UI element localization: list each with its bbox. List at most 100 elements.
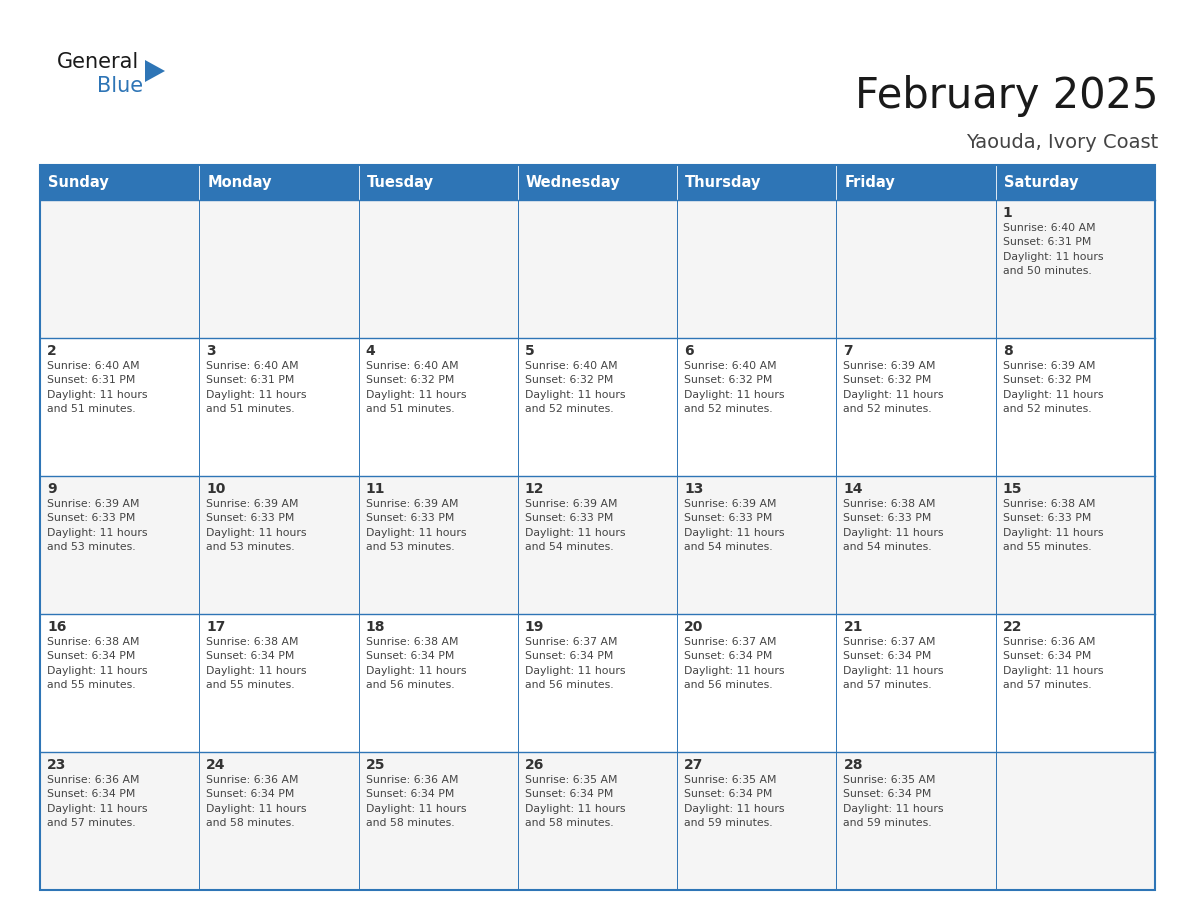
Text: 17: 17 — [207, 620, 226, 634]
Polygon shape — [145, 60, 165, 82]
Bar — [200, 752, 359, 890]
Text: Thursday: Thursday — [685, 175, 762, 190]
Text: Sunrise: 6:37 AM
Sunset: 6:34 PM
Daylight: 11 hours
and 56 minutes.: Sunrise: 6:37 AM Sunset: 6:34 PM Dayligh… — [684, 637, 784, 690]
Text: Sunrise: 6:39 AM
Sunset: 6:33 PM
Daylight: 11 hours
and 54 minutes.: Sunrise: 6:39 AM Sunset: 6:33 PM Dayligh… — [525, 499, 625, 553]
Text: Sunrise: 6:39 AM
Sunset: 6:33 PM
Daylight: 11 hours
and 54 minutes.: Sunrise: 6:39 AM Sunset: 6:33 PM Dayligh… — [684, 499, 784, 553]
Text: Yaouda, Ivory Coast: Yaouda, Ivory Coast — [966, 133, 1158, 151]
Text: 12: 12 — [525, 482, 544, 496]
Bar — [518, 614, 677, 752]
Text: Sunrise: 6:36 AM
Sunset: 6:34 PM
Daylight: 11 hours
and 57 minutes.: Sunrise: 6:36 AM Sunset: 6:34 PM Dayligh… — [1003, 637, 1104, 690]
Text: 26: 26 — [525, 758, 544, 772]
Text: 18: 18 — [366, 620, 385, 634]
Bar — [40, 752, 200, 890]
Bar — [359, 752, 518, 890]
Bar — [40, 165, 200, 200]
Bar — [40, 338, 200, 476]
Text: Sunrise: 6:38 AM
Sunset: 6:34 PM
Daylight: 11 hours
and 56 minutes.: Sunrise: 6:38 AM Sunset: 6:34 PM Dayligh… — [366, 637, 466, 690]
Bar — [996, 614, 1155, 752]
Bar — [359, 476, 518, 614]
Bar — [677, 752, 836, 890]
Text: Sunrise: 6:39 AM
Sunset: 6:33 PM
Daylight: 11 hours
and 53 minutes.: Sunrise: 6:39 AM Sunset: 6:33 PM Dayligh… — [207, 499, 307, 553]
Text: Sunrise: 6:40 AM
Sunset: 6:31 PM
Daylight: 11 hours
and 51 minutes.: Sunrise: 6:40 AM Sunset: 6:31 PM Dayligh… — [48, 361, 147, 414]
Text: 14: 14 — [843, 482, 862, 496]
Bar — [996, 338, 1155, 476]
Text: 4: 4 — [366, 344, 375, 358]
Bar — [836, 476, 996, 614]
Text: 7: 7 — [843, 344, 853, 358]
Bar — [996, 165, 1155, 200]
Bar — [40, 165, 1155, 890]
Text: Sunrise: 6:37 AM
Sunset: 6:34 PM
Daylight: 11 hours
and 57 minutes.: Sunrise: 6:37 AM Sunset: 6:34 PM Dayligh… — [843, 637, 944, 690]
Text: 19: 19 — [525, 620, 544, 634]
Bar — [359, 200, 518, 338]
Bar — [836, 165, 996, 200]
Text: Sunrise: 6:35 AM
Sunset: 6:34 PM
Daylight: 11 hours
and 59 minutes.: Sunrise: 6:35 AM Sunset: 6:34 PM Dayligh… — [843, 775, 944, 828]
Bar — [836, 338, 996, 476]
Text: Blue: Blue — [97, 76, 143, 96]
Text: 1: 1 — [1003, 206, 1012, 220]
Bar — [518, 476, 677, 614]
Bar — [996, 752, 1155, 890]
Bar — [677, 165, 836, 200]
Text: General: General — [57, 52, 139, 72]
Text: Sunrise: 6:35 AM
Sunset: 6:34 PM
Daylight: 11 hours
and 58 minutes.: Sunrise: 6:35 AM Sunset: 6:34 PM Dayligh… — [525, 775, 625, 828]
Text: Sunrise: 6:38 AM
Sunset: 6:33 PM
Daylight: 11 hours
and 54 minutes.: Sunrise: 6:38 AM Sunset: 6:33 PM Dayligh… — [843, 499, 944, 553]
Text: Sunrise: 6:39 AM
Sunset: 6:32 PM
Daylight: 11 hours
and 52 minutes.: Sunrise: 6:39 AM Sunset: 6:32 PM Dayligh… — [843, 361, 944, 414]
Bar — [677, 614, 836, 752]
Text: Sunrise: 6:39 AM
Sunset: 6:33 PM
Daylight: 11 hours
and 53 minutes.: Sunrise: 6:39 AM Sunset: 6:33 PM Dayligh… — [48, 499, 147, 553]
Text: Sunrise: 6:39 AM
Sunset: 6:32 PM
Daylight: 11 hours
and 52 minutes.: Sunrise: 6:39 AM Sunset: 6:32 PM Dayligh… — [1003, 361, 1104, 414]
Text: 16: 16 — [48, 620, 67, 634]
Bar — [200, 200, 359, 338]
Text: 21: 21 — [843, 620, 862, 634]
Bar — [200, 476, 359, 614]
Text: Sunrise: 6:38 AM
Sunset: 6:33 PM
Daylight: 11 hours
and 55 minutes.: Sunrise: 6:38 AM Sunset: 6:33 PM Dayligh… — [1003, 499, 1104, 553]
Bar — [836, 200, 996, 338]
Text: 27: 27 — [684, 758, 703, 772]
Text: 20: 20 — [684, 620, 703, 634]
Text: Monday: Monday — [207, 175, 272, 190]
Text: 22: 22 — [1003, 620, 1022, 634]
Bar — [359, 614, 518, 752]
Text: Sunrise: 6:37 AM
Sunset: 6:34 PM
Daylight: 11 hours
and 56 minutes.: Sunrise: 6:37 AM Sunset: 6:34 PM Dayligh… — [525, 637, 625, 690]
Bar — [518, 165, 677, 200]
Bar — [200, 614, 359, 752]
Text: Sunrise: 6:36 AM
Sunset: 6:34 PM
Daylight: 11 hours
and 58 minutes.: Sunrise: 6:36 AM Sunset: 6:34 PM Dayligh… — [366, 775, 466, 828]
Text: 6: 6 — [684, 344, 694, 358]
Bar — [518, 200, 677, 338]
Text: Sunrise: 6:38 AM
Sunset: 6:34 PM
Daylight: 11 hours
and 55 minutes.: Sunrise: 6:38 AM Sunset: 6:34 PM Dayligh… — [207, 637, 307, 690]
Text: Sunrise: 6:40 AM
Sunset: 6:31 PM
Daylight: 11 hours
and 50 minutes.: Sunrise: 6:40 AM Sunset: 6:31 PM Dayligh… — [1003, 223, 1104, 276]
Bar — [996, 200, 1155, 338]
Bar — [518, 338, 677, 476]
Bar — [996, 476, 1155, 614]
Bar — [40, 476, 200, 614]
Text: Sunrise: 6:36 AM
Sunset: 6:34 PM
Daylight: 11 hours
and 58 minutes.: Sunrise: 6:36 AM Sunset: 6:34 PM Dayligh… — [207, 775, 307, 828]
Text: 9: 9 — [48, 482, 57, 496]
Bar — [359, 165, 518, 200]
Text: Sunrise: 6:40 AM
Sunset: 6:32 PM
Daylight: 11 hours
and 51 minutes.: Sunrise: 6:40 AM Sunset: 6:32 PM Dayligh… — [366, 361, 466, 414]
Text: 10: 10 — [207, 482, 226, 496]
Bar — [677, 200, 836, 338]
Bar — [677, 338, 836, 476]
Text: Sunrise: 6:36 AM
Sunset: 6:34 PM
Daylight: 11 hours
and 57 minutes.: Sunrise: 6:36 AM Sunset: 6:34 PM Dayligh… — [48, 775, 147, 828]
Text: Tuesday: Tuesday — [367, 175, 434, 190]
Text: Sunrise: 6:39 AM
Sunset: 6:33 PM
Daylight: 11 hours
and 53 minutes.: Sunrise: 6:39 AM Sunset: 6:33 PM Dayligh… — [366, 499, 466, 553]
Text: Sunrise: 6:40 AM
Sunset: 6:31 PM
Daylight: 11 hours
and 51 minutes.: Sunrise: 6:40 AM Sunset: 6:31 PM Dayligh… — [207, 361, 307, 414]
Text: 11: 11 — [366, 482, 385, 496]
Text: Saturday: Saturday — [1004, 175, 1079, 190]
Text: 15: 15 — [1003, 482, 1022, 496]
Text: Sunday: Sunday — [48, 175, 109, 190]
Text: Friday: Friday — [845, 175, 896, 190]
Text: Sunrise: 6:40 AM
Sunset: 6:32 PM
Daylight: 11 hours
and 52 minutes.: Sunrise: 6:40 AM Sunset: 6:32 PM Dayligh… — [525, 361, 625, 414]
Text: Wednesday: Wednesday — [526, 175, 620, 190]
Text: 28: 28 — [843, 758, 862, 772]
Text: 3: 3 — [207, 344, 216, 358]
Bar — [200, 165, 359, 200]
Text: 13: 13 — [684, 482, 703, 496]
Text: 5: 5 — [525, 344, 535, 358]
Text: 24: 24 — [207, 758, 226, 772]
Text: Sunrise: 6:38 AM
Sunset: 6:34 PM
Daylight: 11 hours
and 55 minutes.: Sunrise: 6:38 AM Sunset: 6:34 PM Dayligh… — [48, 637, 147, 690]
Text: 25: 25 — [366, 758, 385, 772]
Text: 2: 2 — [48, 344, 57, 358]
Bar — [836, 752, 996, 890]
Text: 8: 8 — [1003, 344, 1012, 358]
